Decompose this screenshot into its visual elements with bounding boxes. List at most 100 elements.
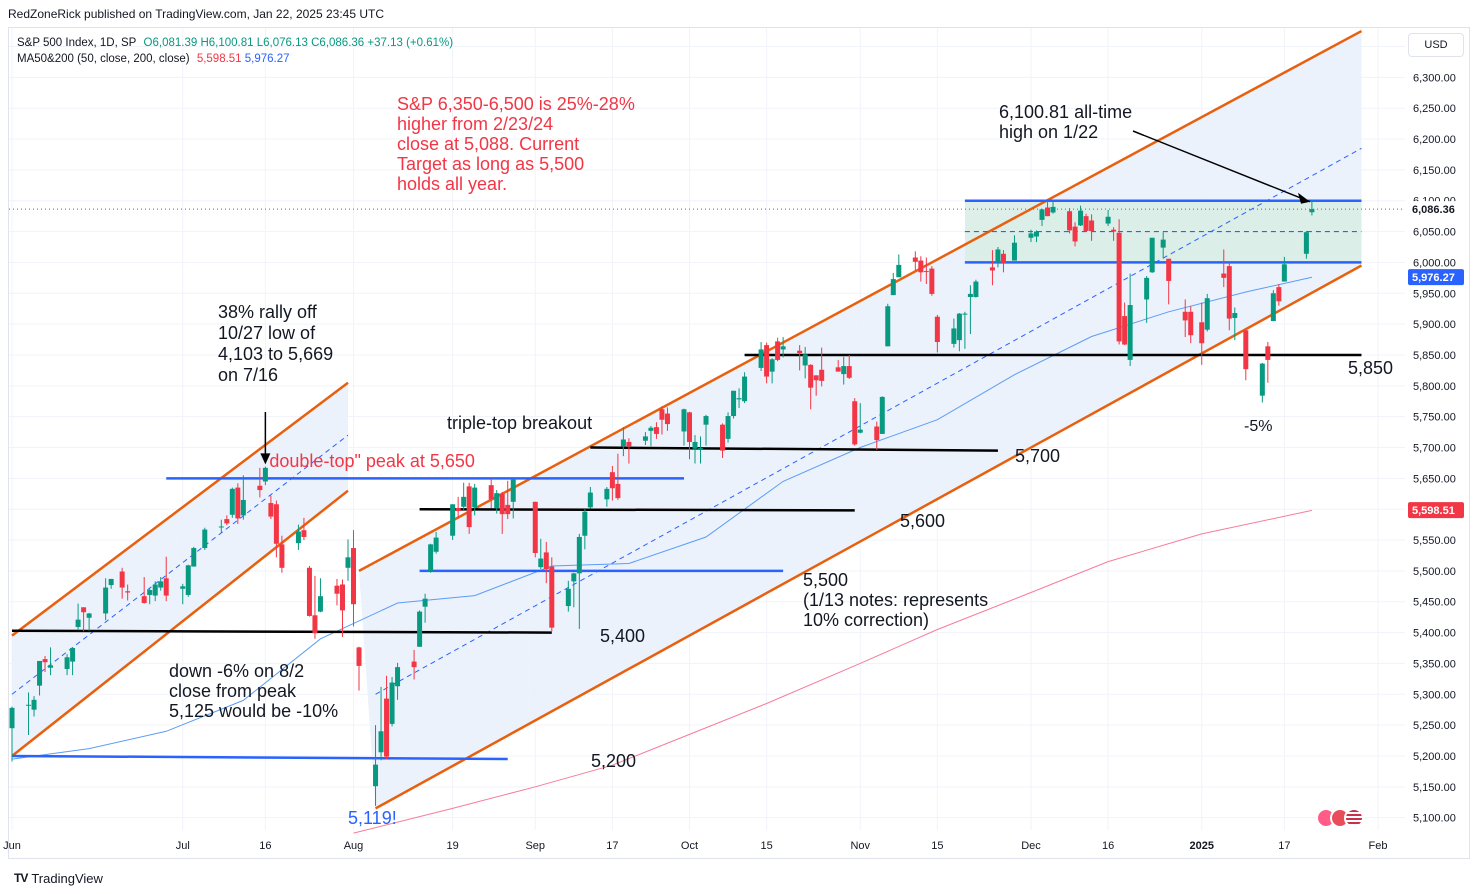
candle-body[interactable] bbox=[532, 501, 538, 554]
candle-body[interactable] bbox=[218, 526, 224, 528]
candle-body[interactable] bbox=[141, 596, 147, 603]
candle-body[interactable] bbox=[472, 487, 478, 508]
candle-body[interactable] bbox=[86, 613, 92, 618]
candle-body[interactable] bbox=[648, 427, 654, 431]
candle-body[interactable] bbox=[224, 519, 230, 524]
candle-body[interactable] bbox=[103, 587, 109, 614]
candle-body[interactable] bbox=[764, 345, 770, 377]
candle-body[interactable] bbox=[1089, 220, 1095, 231]
candle-body[interactable] bbox=[279, 544, 285, 568]
candle-body[interactable] bbox=[725, 416, 731, 439]
candle-body[interactable] bbox=[780, 346, 786, 350]
candle-body[interactable] bbox=[967, 293, 973, 297]
candle-body[interactable] bbox=[1166, 258, 1172, 281]
candle-body[interactable] bbox=[989, 267, 995, 271]
candle-body[interactable] bbox=[411, 661, 417, 668]
candle-body[interactable] bbox=[42, 659, 48, 663]
candle-body[interactable] bbox=[351, 548, 356, 605]
candle-body[interactable] bbox=[852, 401, 858, 445]
candle-body[interactable] bbox=[185, 565, 191, 595]
candle-body[interactable] bbox=[565, 588, 571, 607]
candle-body[interactable] bbox=[1303, 232, 1309, 254]
candle-body[interactable] bbox=[1149, 237, 1155, 273]
candle-body[interactable] bbox=[720, 424, 726, 451]
candle-body[interactable] bbox=[1281, 264, 1287, 282]
candle-body[interactable] bbox=[505, 504, 511, 515]
candle-body[interactable] bbox=[389, 682, 395, 724]
candle-body[interactable] bbox=[758, 349, 764, 368]
candle-body[interactable] bbox=[180, 586, 186, 589]
candle-body[interactable] bbox=[934, 316, 940, 343]
candle-body[interactable] bbox=[609, 472, 615, 489]
candle-body[interactable] bbox=[488, 485, 494, 500]
candle-body[interactable] bbox=[1011, 242, 1017, 261]
currency-button[interactable]: USD bbox=[1408, 33, 1464, 57]
candle-body[interactable] bbox=[686, 412, 692, 442]
candle-body[interactable] bbox=[378, 731, 384, 753]
candle-body[interactable] bbox=[918, 260, 924, 273]
candle-body[interactable] bbox=[808, 364, 814, 388]
candle-body[interactable] bbox=[1276, 287, 1282, 302]
candle-body[interactable] bbox=[334, 585, 340, 594]
candle-body[interactable] bbox=[1045, 207, 1051, 217]
candle-body[interactable] bbox=[466, 486, 472, 528]
candle-body[interactable] bbox=[1067, 211, 1073, 231]
candle-body[interactable] bbox=[152, 584, 158, 596]
candle-body[interactable] bbox=[455, 507, 461, 512]
candle-body[interactable] bbox=[1226, 266, 1232, 319]
candle-body[interactable] bbox=[874, 426, 880, 441]
candle-body[interactable] bbox=[1034, 231, 1039, 237]
candle-body[interactable] bbox=[626, 441, 632, 447]
candle-body[interactable] bbox=[797, 350, 803, 354]
candle-body[interactable] bbox=[742, 376, 748, 402]
candle-body[interactable] bbox=[1204, 298, 1210, 330]
candle-body[interactable] bbox=[620, 439, 626, 447]
candle-body[interactable] bbox=[1144, 277, 1150, 300]
candle-body[interactable] bbox=[262, 467, 268, 482]
candle-body[interactable] bbox=[81, 607, 87, 613]
candle-body[interactable] bbox=[1039, 209, 1045, 220]
candle-body[interactable] bbox=[1199, 322, 1205, 344]
candle-body[interactable] bbox=[70, 648, 76, 662]
candle-body[interactable] bbox=[1122, 316, 1128, 345]
candle-body[interactable] bbox=[698, 448, 704, 450]
candle-body[interactable] bbox=[615, 483, 621, 499]
candle-body[interactable] bbox=[1188, 311, 1194, 336]
candle-body[interactable] bbox=[306, 567, 312, 616]
candle-body[interactable] bbox=[653, 427, 659, 434]
candle-body[interactable] bbox=[373, 764, 379, 787]
candle-body[interactable] bbox=[1182, 311, 1188, 321]
candle-body[interactable] bbox=[896, 264, 902, 278]
candle-body[interactable] bbox=[956, 313, 962, 341]
candle-body[interactable] bbox=[433, 537, 439, 552]
candle-body[interactable] bbox=[1309, 209, 1315, 213]
tradingview-logo[interactable]: TV TradingView bbox=[14, 869, 103, 887]
candle-body[interactable] bbox=[163, 578, 169, 596]
candle-body[interactable] bbox=[912, 257, 918, 262]
candle-body[interactable] bbox=[295, 531, 301, 544]
candle-body[interactable] bbox=[1232, 313, 1238, 318]
candle-body[interactable] bbox=[356, 647, 362, 666]
candle-body[interactable] bbox=[240, 499, 246, 516]
candle-body[interactable] bbox=[1259, 363, 1265, 396]
candle-body[interactable] bbox=[268, 503, 274, 517]
candle-body[interactable] bbox=[835, 367, 841, 372]
candle-body[interactable] bbox=[538, 558, 544, 568]
candle-body[interactable] bbox=[273, 504, 279, 544]
candle-body[interactable] bbox=[31, 699, 37, 710]
candle-body[interactable] bbox=[731, 390, 737, 417]
candle-body[interactable] bbox=[37, 660, 43, 686]
candle-body[interactable] bbox=[1028, 233, 1034, 238]
candle-body[interactable] bbox=[769, 359, 775, 372]
candle-body[interactable] bbox=[995, 249, 1001, 263]
candle-body[interactable] bbox=[450, 504, 456, 536]
candle-body[interactable] bbox=[582, 511, 588, 536]
candle-body[interactable] bbox=[929, 268, 935, 294]
candle-body[interactable] bbox=[499, 493, 505, 515]
candle-body[interactable] bbox=[885, 306, 891, 347]
candle-body[interactable] bbox=[235, 487, 241, 519]
candle-body[interactable] bbox=[1078, 210, 1084, 226]
candle-body[interactable] bbox=[64, 657, 70, 669]
candle-body[interactable] bbox=[202, 529, 208, 549]
candle-body[interactable] bbox=[813, 375, 819, 381]
